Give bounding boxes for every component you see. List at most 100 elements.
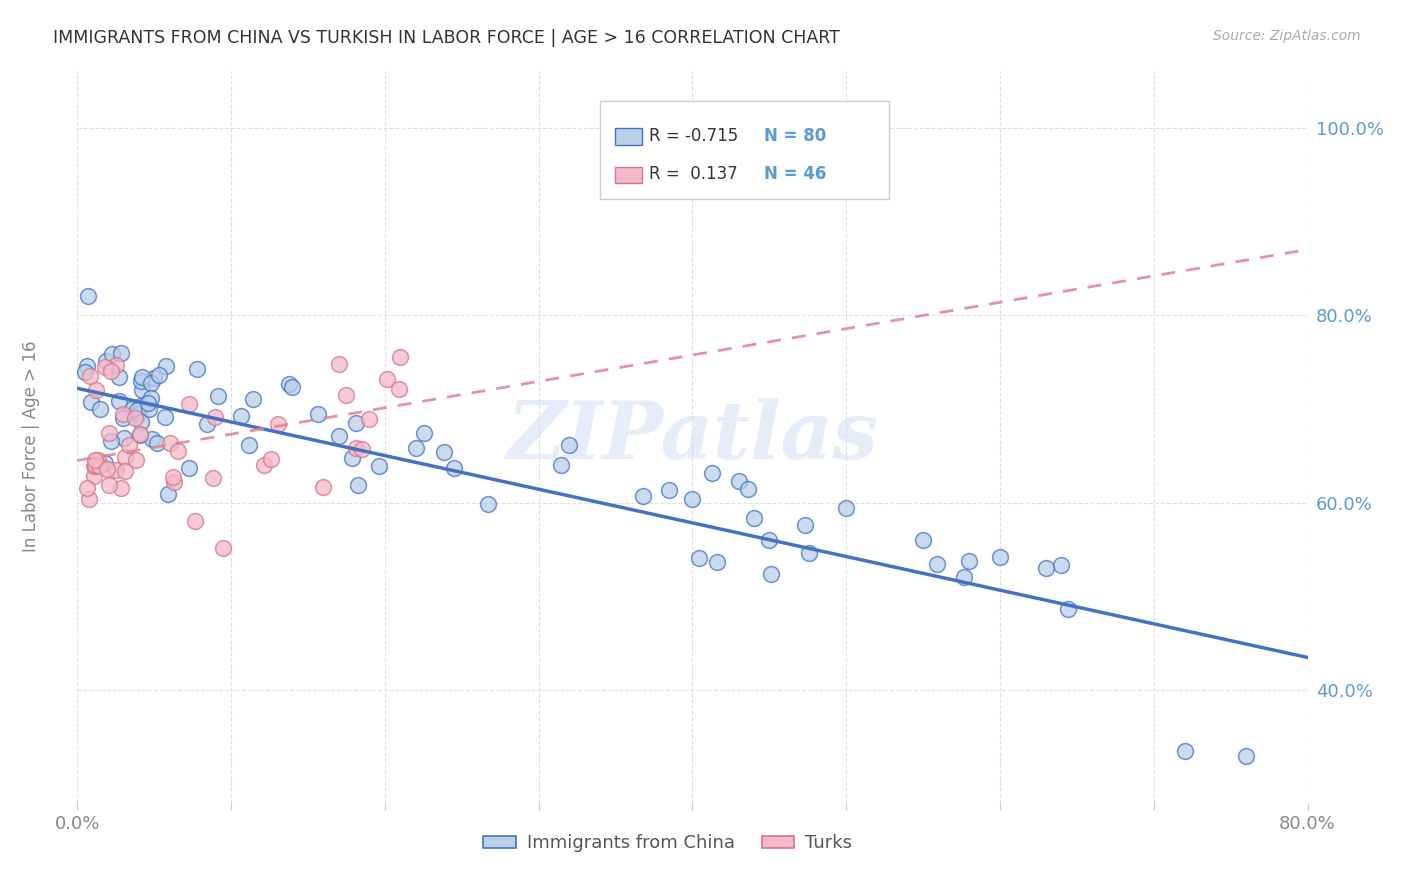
Point [125,402,148,417]
Point [631,489,654,503]
Point [799,546,821,560]
Point [141,432,163,446]
Point [83,468,105,483]
Point [238,437,260,451]
Point [128,427,150,442]
Point [344,416,367,430]
Point [75,365,97,379]
Point [550,458,572,472]
Point [1234,748,1257,763]
Point [112,431,135,445]
Point [128,427,150,442]
Point [131,375,153,389]
Point [312,479,335,493]
Point [114,450,136,464]
Point [97,478,120,492]
Point [118,438,141,452]
Point [114,464,136,478]
Point [179,461,201,475]
Point [186,361,208,376]
Point [758,533,780,547]
Point [658,483,681,497]
Point [87,459,110,474]
Point [1049,558,1071,573]
Point [307,407,329,421]
Point [79,369,101,384]
Point [367,459,389,474]
Point [77,289,100,303]
Point [742,511,765,525]
Point [129,416,152,430]
Point [835,501,858,516]
Legend: Immigrants from China, Turks: Immigrants from China, Turks [477,827,859,860]
Point [83,459,105,474]
Point [737,482,759,496]
Point [388,382,411,396]
Point [278,376,301,391]
Point [477,497,499,511]
Point [267,417,290,432]
Point [94,354,117,368]
Point [156,487,179,501]
Point [195,417,218,431]
Point [557,438,579,452]
Point [145,435,167,450]
Point [148,368,170,383]
Point [177,397,200,411]
Point [761,566,783,581]
Point [328,429,350,443]
Point [162,469,184,483]
Point [138,401,160,416]
Point [412,426,434,441]
Point [107,394,129,409]
Point [688,550,710,565]
Point [682,492,704,507]
Point [100,364,122,378]
Point [202,471,225,485]
Point [121,402,143,417]
Point [328,358,350,372]
Point [162,475,184,490]
Point [100,434,122,449]
Text: IMMIGRANTS FROM CHINA VS TURKISH IN LABOR FORCE | AGE > 16 CORRELATION CHART: IMMIGRANTS FROM CHINA VS TURKISH IN LABO… [53,29,841,46]
Point [131,383,153,397]
Point [700,466,723,480]
Point [927,557,949,571]
Point [347,478,370,492]
Point [139,376,162,390]
Point [212,541,235,555]
Point [124,411,146,425]
Point [94,456,117,470]
Point [357,411,380,425]
Point [1056,601,1078,615]
Point [98,426,121,441]
Point [105,358,128,372]
Point [389,350,412,364]
Point [912,533,935,547]
Point [108,370,131,384]
Text: R = -0.715: R = -0.715 [650,127,738,145]
Point [952,570,974,584]
Point [94,359,117,374]
Point [155,359,177,373]
Point [80,394,103,409]
Text: N = 80: N = 80 [763,127,827,145]
Point [84,452,107,467]
Point [794,518,817,533]
Point [77,492,100,507]
Point [101,347,124,361]
Point [344,442,367,456]
Point [111,408,134,422]
Text: N = 46: N = 46 [763,166,827,184]
Point [433,445,456,459]
Point [335,388,357,402]
Point [340,451,363,466]
Point [84,383,107,397]
Point [84,458,107,472]
Point [139,392,162,406]
Point [142,371,165,385]
Point [105,463,128,477]
Point [76,481,98,495]
Point [207,389,229,403]
Point [1035,560,1057,574]
